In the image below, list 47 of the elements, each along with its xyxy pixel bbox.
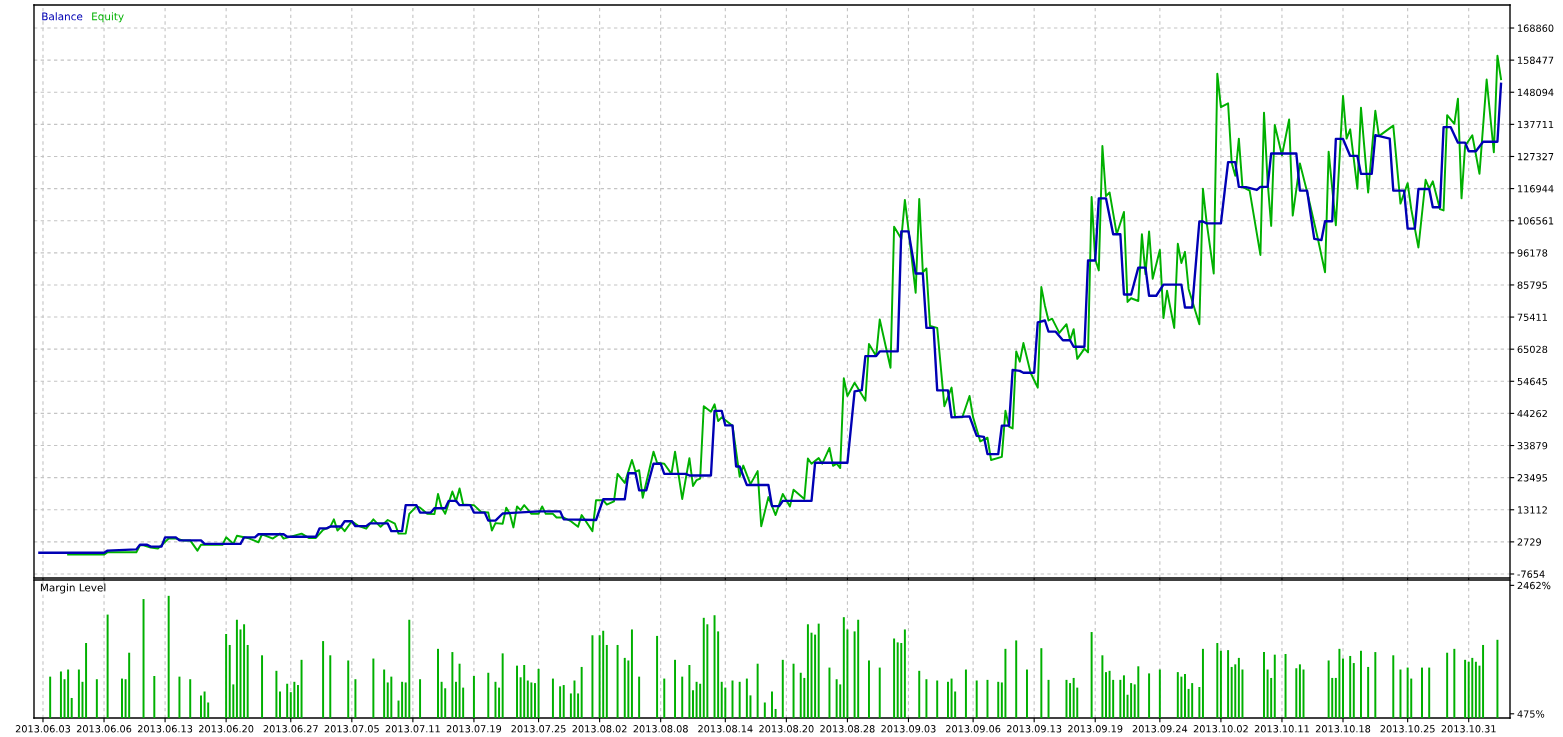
- x-tick-label: 2013.10.02: [1193, 725, 1248, 733]
- y-tick-label: 137711: [1518, 120, 1554, 129]
- x-tick-label: 2013.07.19: [446, 725, 502, 733]
- x-tick-label: 2013.09.19: [1068, 725, 1123, 733]
- y-tick-label: 54645: [1517, 377, 1548, 386]
- y-tick-label: 85795: [1517, 281, 1548, 289]
- x-tick-label: 2013.06.13: [137, 725, 193, 733]
- x-tick-label: 2013.09.13: [1007, 725, 1062, 733]
- y-tick-label: 127327: [1518, 152, 1554, 161]
- y-tick-label: 168860: [1518, 24, 1554, 32]
- x-tick-label: 2013.06.03: [15, 725, 71, 733]
- x-tick-label: 2013.08.20: [759, 725, 814, 733]
- x-tick-label: 2013.08.28: [820, 725, 875, 733]
- x-tick-label: 2013.08.14: [698, 725, 753, 733]
- x-tick-label: 2013.10.11: [1254, 725, 1309, 733]
- x-tick-label: 2013.07.05: [324, 725, 379, 733]
- x-tick-label: 2013.09.24: [1132, 725, 1188, 733]
- y-tick-label: 96178: [1517, 249, 1548, 257]
- x-tick-label: 2013.06.27: [263, 725, 318, 733]
- y-tick-label: 44262: [1517, 409, 1547, 418]
- x-tick-label: 2013.09.06: [945, 725, 1001, 733]
- x-tick-label: 2013.10.18: [1315, 725, 1371, 733]
- y-tick-label: 475%: [1517, 710, 1545, 718]
- text: Balance: [42, 12, 83, 21]
- y-tick-label: 33879: [1517, 442, 1548, 450]
- y-tick-label: 106561: [1518, 217, 1554, 225]
- y-tick-label: 2729: [1517, 538, 1541, 546]
- chart-title: Margin Level: [40, 583, 106, 594]
- y-tick-label: 148094: [1518, 88, 1554, 97]
- y-tick-label: 65028: [1517, 345, 1548, 354]
- x-tick-label: 2013.09.03: [881, 725, 936, 733]
- y-tick-label: 75411: [1517, 313, 1547, 321]
- x-tick-label: 2013.06.20: [199, 725, 254, 733]
- y-tick-label: 116944: [1518, 185, 1554, 193]
- x-tick-label: 2013.10.31: [1441, 725, 1496, 733]
- y-tick-label: 158477: [1518, 56, 1554, 64]
- x-tick-label: 2013.07.11: [385, 725, 440, 733]
- x-tick-label: 2013.10.25: [1380, 725, 1435, 733]
- x-tick-label: 2013.07.25: [511, 725, 566, 733]
- y-tick-label: -7654: [1517, 570, 1545, 578]
- x-tick-label: 2013.08.02: [572, 725, 627, 733]
- y-tick-label: 2462%: [1517, 581, 1551, 590]
- y-tick-label: 23495: [1517, 474, 1548, 482]
- text: Equity: [92, 12, 124, 23]
- y-tick-label: 13112: [1518, 506, 1547, 514]
- x-tick-label: 2013.06.06: [76, 725, 132, 733]
- x-tick-label: 2013.08.08: [633, 725, 688, 733]
